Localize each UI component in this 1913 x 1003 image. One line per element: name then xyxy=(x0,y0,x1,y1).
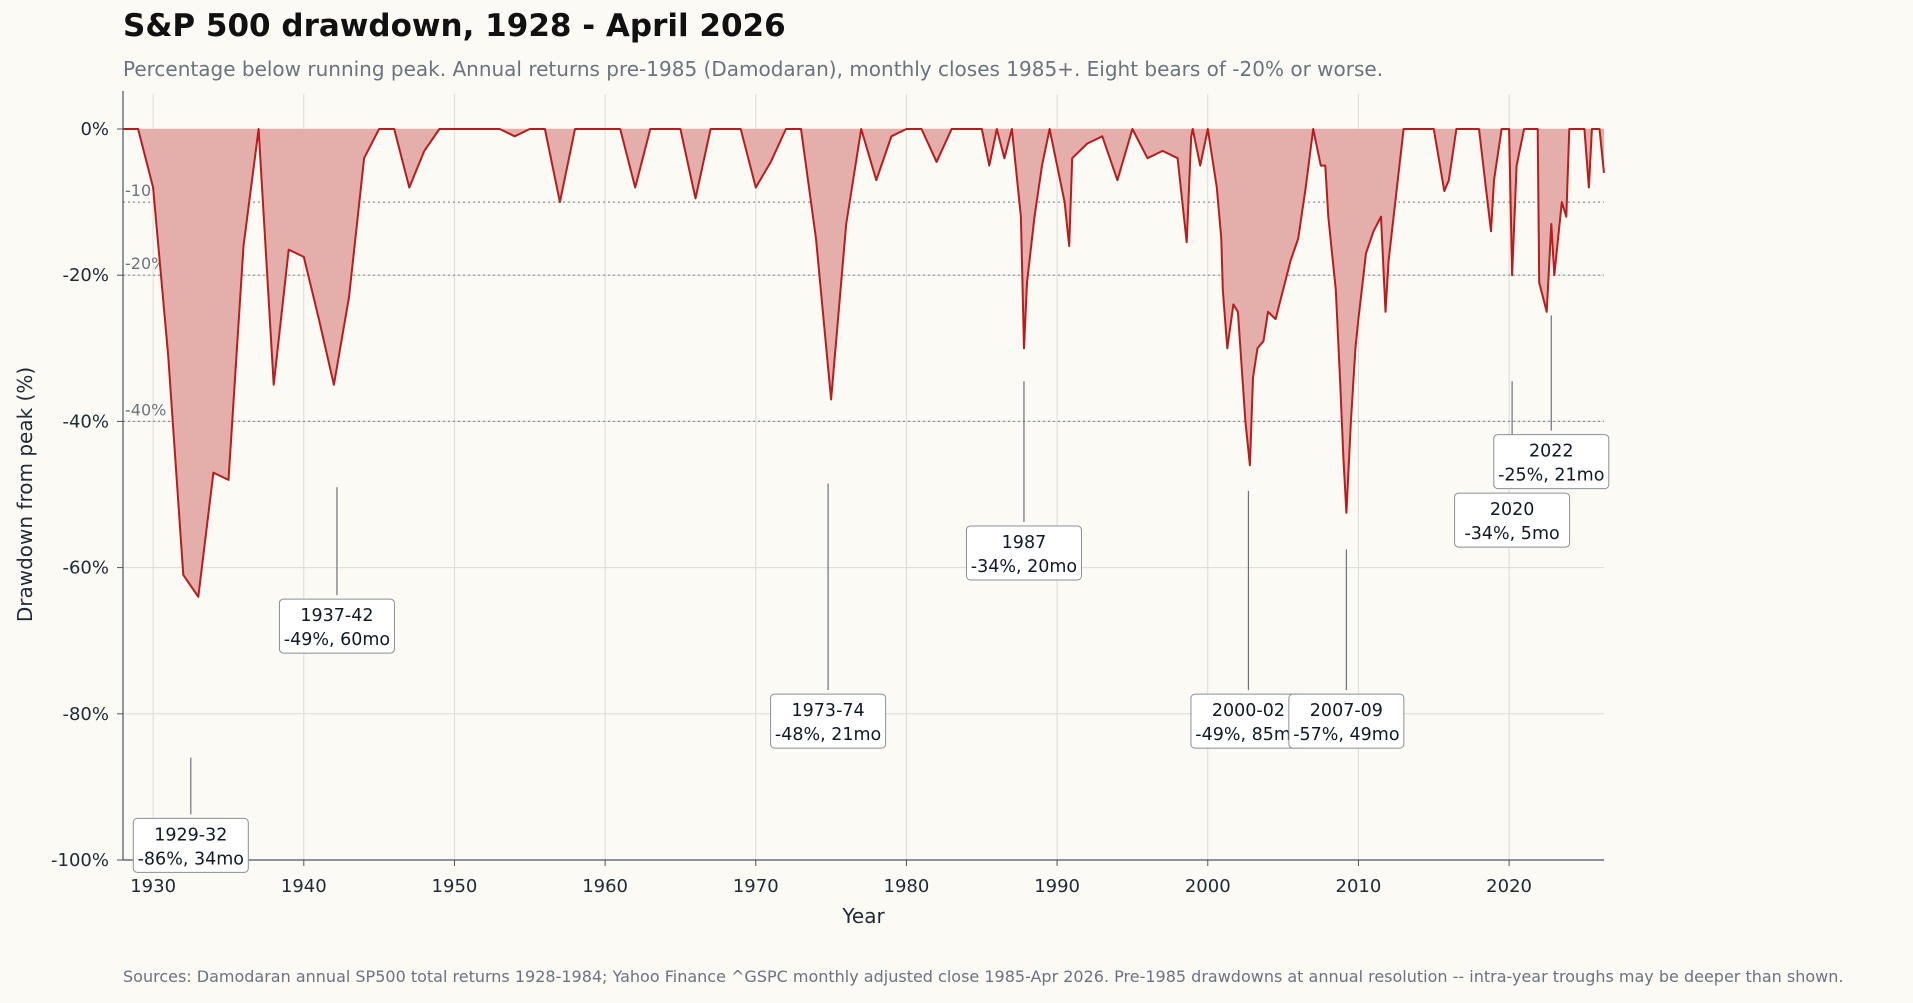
annotation-box xyxy=(1493,434,1610,490)
axes: Year Drawdown from peak (%) 1930 1940 1950… xyxy=(13,91,1604,928)
annotation-detail: -49%, 85mo xyxy=(1195,725,1301,745)
annotation-detail: -34%, 20mo xyxy=(971,557,1077,577)
chart-subtitle: Percentage below running peak. Annual re… xyxy=(123,57,1384,81)
x-tick-label: 2020 xyxy=(1486,876,1532,897)
data-layer xyxy=(123,128,1605,598)
x-axis-title: Year xyxy=(841,904,885,928)
x-tick-label: 1960 xyxy=(582,876,628,897)
annotation-box xyxy=(770,693,887,749)
annotation-box xyxy=(278,598,395,654)
y-tick-label: -40% xyxy=(62,411,109,432)
annotation-label: 2022 xyxy=(1529,442,1574,462)
annotation-label: 1937-42 xyxy=(300,606,373,626)
annotation-box xyxy=(132,817,249,873)
annotation-detail: -48%, 21mo xyxy=(775,725,881,745)
x-tick-label: 1970 xyxy=(733,876,779,897)
reference-line-label: -20% xyxy=(125,254,166,273)
x-tick-label: 1980 xyxy=(884,876,930,897)
x-tick-label: 2010 xyxy=(1336,876,1382,897)
annotation-label: 1973-74 xyxy=(792,701,865,721)
annotation-detail: -34%, 5mo xyxy=(1464,524,1559,544)
annotations: 1929-32 -86%, 34mo 1937-42 -49%, 60mo 1973-7… xyxy=(132,315,1610,873)
drawdown-area xyxy=(123,129,1604,597)
y-tick-label: -20% xyxy=(62,265,109,286)
source-note: Sources: Damodaran annual SP500 total re… xyxy=(123,967,1844,986)
drawdown-chart: -10%-20%-40% Year Drawdown from peak (%)… xyxy=(13,91,1610,928)
annotation-label: 2007-09 xyxy=(1310,701,1383,721)
annotation-label: 1987 xyxy=(1002,533,1047,553)
x-tick-label: 1950 xyxy=(432,876,478,897)
y-tick-label: -100% xyxy=(51,850,109,871)
annotation-label: 2000-02 xyxy=(1212,701,1285,721)
y-tick-label: -60% xyxy=(62,558,109,579)
reference-line-label: -40% xyxy=(125,400,166,419)
x-tick-label: 1930 xyxy=(130,876,176,897)
drawdown-line xyxy=(123,128,1605,598)
x-tick-label: 2000 xyxy=(1185,876,1231,897)
x-tick-label: 1940 xyxy=(281,876,327,897)
annotation-box xyxy=(965,525,1082,581)
y-axis-title: Drawdown from peak (%) xyxy=(13,367,37,622)
annotation-box xyxy=(1288,693,1405,749)
annotation-detail: -49%, 60mo xyxy=(284,630,390,650)
annotation-detail: -25%, 21mo xyxy=(1498,466,1604,486)
annotation-label: 1929-32 xyxy=(154,825,227,845)
chart-title: S&P 500 drawdown, 1928 - April 2026 xyxy=(123,8,786,44)
y-tick-label: -80% xyxy=(62,704,109,725)
reference-lines: -10%-20%-40% xyxy=(123,181,1604,422)
annotation-box xyxy=(1454,492,1571,548)
x-tick-label: 1990 xyxy=(1034,876,1080,897)
annotation-label: 2020 xyxy=(1490,500,1535,520)
y-tick-label: 0% xyxy=(80,119,109,140)
annotation-detail: -57%, 49mo xyxy=(1293,725,1399,745)
annotation-detail: -86%, 34mo xyxy=(138,849,244,869)
